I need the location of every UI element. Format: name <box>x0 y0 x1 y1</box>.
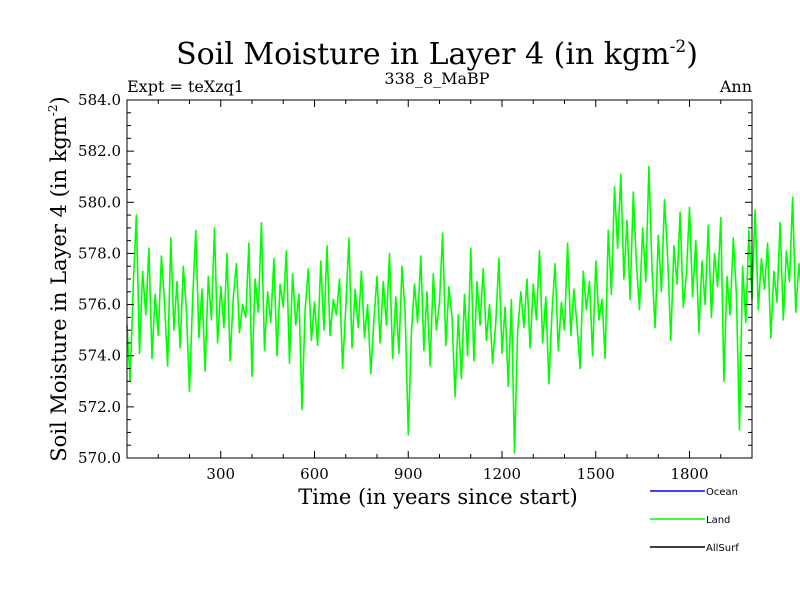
y-axis-label-text: Soil Moisture in Layer 4 (in kgm <box>47 116 71 462</box>
x-tick-label: 900 <box>394 465 423 483</box>
y-tick-label: 570.0 <box>78 449 121 467</box>
chart-title-suffix: ) <box>686 37 698 72</box>
y-tick-label: 580.0 <box>78 193 121 211</box>
x-tick-label: 1200 <box>483 465 521 483</box>
chart-title: Soil Moisture in Layer 4 (in kgm-2) <box>176 37 698 72</box>
y-tick-label: 584.0 <box>78 91 121 109</box>
series-line-land <box>126 165 800 454</box>
experiment-label: Expt = teXzq1 <box>127 77 244 96</box>
y-tick-label: 576.0 <box>78 296 121 314</box>
legend-label-land: Land <box>706 515 730 526</box>
run-label: 338_8_MaBP <box>384 69 489 88</box>
y-tick-label: 572.0 <box>78 398 121 416</box>
x-tick-label: 1500 <box>577 465 615 483</box>
x-axis-label: Time (in years since start) <box>298 485 577 509</box>
y-axis-label-superscript: -2 <box>46 105 60 117</box>
x-tick-label: 300 <box>206 465 235 483</box>
y-axis-label: Soil Moisture in Layer 4 (in kgm-2) <box>46 96 71 461</box>
y-tick-label: 574.0 <box>78 347 121 365</box>
legend: Ocean Land AllSurf <box>650 487 739 554</box>
y-tick-label: 582.0 <box>78 142 121 160</box>
plot-area <box>126 99 800 459</box>
y-axis-label-suffix: ) <box>47 96 71 104</box>
plot-frame <box>126 99 753 459</box>
y-tick-label: 578.0 <box>78 244 121 262</box>
x-tick-label: 1800 <box>670 465 708 483</box>
y-axis-ticks: 570.0 572.0 574.0 576.0 578.0 580.0 582.0 584.0 <box>78 91 752 467</box>
chart-title-superscript: -2 <box>670 37 687 57</box>
x-tick-label: 600 <box>300 465 329 483</box>
period-label: Ann <box>719 77 752 96</box>
legend-label-allsurf: AllSurf <box>706 543 739 554</box>
x-axis-ticks: 300 600 900 1200 1500 1800 <box>157 100 722 483</box>
legend-label-ocean: Ocean <box>706 487 738 498</box>
chart-title-text: Soil Moisture in Layer 4 (in kgm <box>176 37 670 72</box>
